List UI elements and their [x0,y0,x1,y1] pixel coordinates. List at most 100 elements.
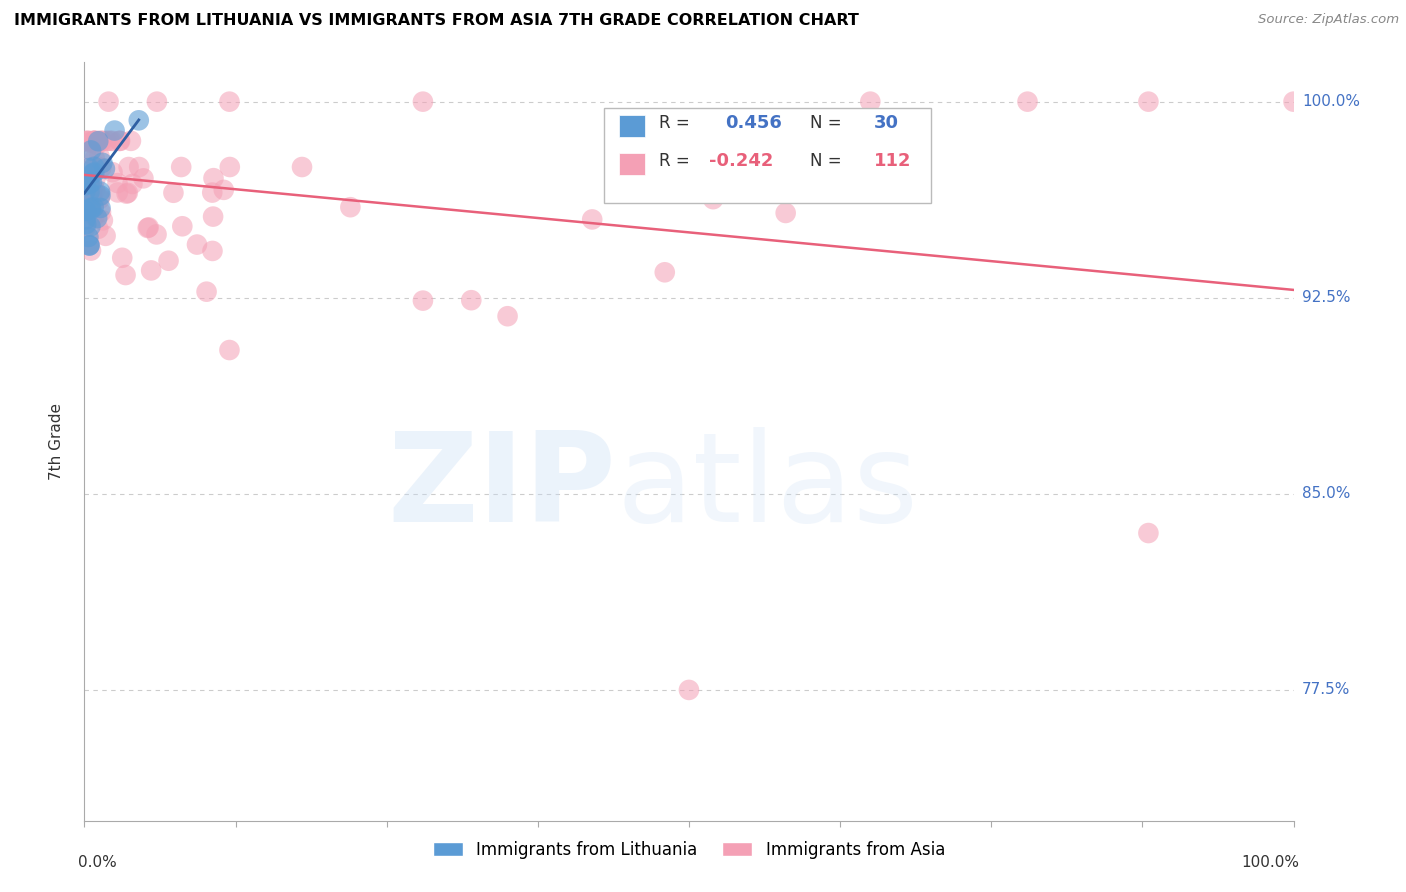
Point [96,134,118,148]
Point [202,210,225,224]
Point [75,184,97,198]
Point [128,113,150,128]
Point [79,177,101,191]
Text: 77.5%: 77.5% [1302,682,1350,698]
Point [120,134,142,148]
Point [79,219,101,234]
Point [79,136,101,150]
Point [75,186,97,200]
Point [678,682,700,697]
Point [87,134,110,148]
Point [86,137,108,152]
Point [132,171,155,186]
Point [1282,95,1305,109]
Point [91,213,114,227]
Point [94,228,117,243]
Point [94,161,117,176]
Point [83,165,105,179]
Point [172,219,194,234]
Point [115,186,138,201]
Point [80,186,103,200]
Point [79,237,101,252]
Point [77,192,100,206]
Point [117,160,139,174]
Point [496,310,519,324]
Point [79,238,101,252]
FancyBboxPatch shape [605,108,931,202]
Text: 100.0%: 100.0% [1302,95,1360,109]
Point [97,95,120,109]
Point [654,265,676,279]
Point [138,220,160,235]
Text: IMMIGRANTS FROM LITHUANIA VS IMMIGRANTS FROM ASIA 7TH GRADE CORRELATION CHART: IMMIGRANTS FROM LITHUANIA VS IMMIGRANTS … [14,13,859,29]
Point [859,95,882,109]
Point [80,201,103,215]
Point [75,178,97,193]
Point [77,184,100,198]
Point [80,144,103,158]
Point [291,160,314,174]
Point [83,195,105,210]
Point [86,211,108,225]
Point [136,221,159,235]
Point [75,181,97,195]
Point [89,185,111,199]
Point [89,189,111,203]
Point [202,171,225,186]
Text: Source: ZipAtlas.com: Source: ZipAtlas.com [1258,13,1399,27]
Point [89,192,111,206]
Point [75,145,97,160]
Point [201,244,224,258]
Point [91,134,114,148]
Text: -0.242: -0.242 [710,152,773,170]
Point [80,244,103,258]
Text: N =: N = [810,152,846,170]
Text: N =: N = [810,114,846,132]
Point [201,186,224,200]
Point [82,182,104,196]
Point [108,134,131,148]
Point [98,134,121,148]
Point [87,222,110,236]
Point [77,134,100,148]
Point [90,134,112,148]
Point [128,160,150,174]
Text: 112: 112 [875,152,911,170]
Point [101,134,124,148]
Text: 100.0%: 100.0% [1241,855,1299,870]
Point [339,200,361,214]
Point [101,165,124,179]
Point [170,160,193,174]
Text: 0.0%: 0.0% [79,855,117,870]
Point [702,192,724,206]
Point [775,206,797,220]
Point [83,160,105,174]
Point [141,263,163,277]
Text: 92.5%: 92.5% [1302,290,1350,305]
Point [111,251,134,265]
FancyBboxPatch shape [619,153,645,175]
Point [1137,95,1160,109]
Text: 0.456: 0.456 [725,114,782,132]
Y-axis label: 7th Grade: 7th Grade [49,403,63,480]
Point [83,134,105,148]
Point [83,134,105,148]
Point [83,152,105,166]
Point [76,134,98,148]
Point [75,219,97,234]
Point [83,210,105,224]
Point [77,230,100,244]
Point [460,293,482,308]
Point [75,165,97,179]
Point [107,176,129,190]
Point [218,95,240,109]
FancyBboxPatch shape [619,115,645,136]
Point [186,237,208,252]
Text: 30: 30 [875,114,898,132]
Point [77,161,100,175]
Point [581,212,603,227]
Point [87,134,110,148]
Point [75,217,97,231]
Point [1017,95,1039,109]
Point [75,203,97,218]
